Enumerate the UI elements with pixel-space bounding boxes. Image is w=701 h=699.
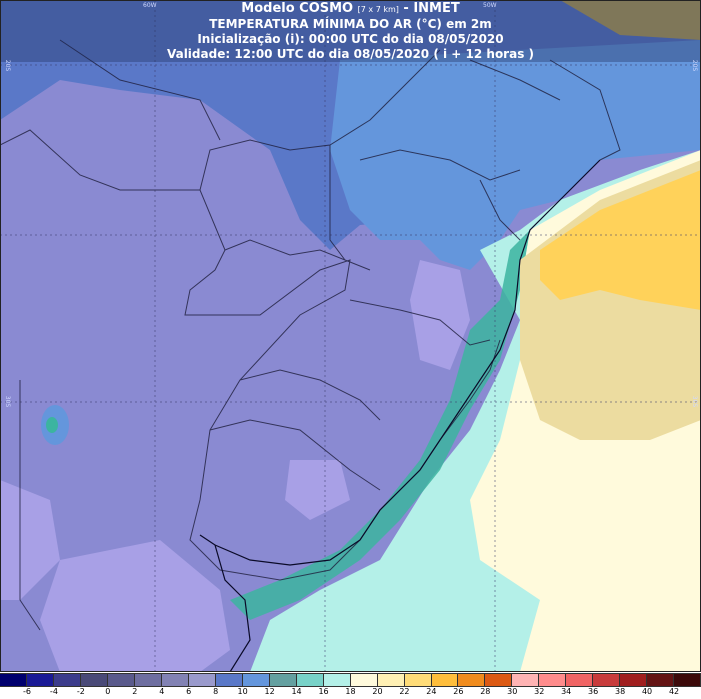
cold-patch-3: [40, 540, 230, 672]
color-legend: -6 -4 -2 0 2 4 6 8 10 12 14 16 18 20 22 24 26 28 30 32 34 36 3…: [0, 673, 701, 699]
warmest-ocean-gold: [540, 170, 701, 310]
coastline: [199, 159, 601, 566]
legend-swatch: [512, 674, 540, 686]
legend-swatch: [0, 674, 27, 686]
model-resolution: [7 x 7 km]: [357, 5, 399, 14]
legend-swatch: [539, 674, 567, 686]
legend-tick-label: -2: [76, 687, 85, 696]
legend-swatch: [593, 674, 621, 686]
legend-tick-label: 30: [507, 687, 518, 696]
legend-tick-label: 40: [641, 687, 653, 696]
model-name: Modelo COSMO: [241, 1, 354, 16]
header-band: [0, 0, 701, 62]
legend-tick-label: 32: [534, 687, 545, 696]
legend-swatch: [647, 674, 675, 686]
cold-patch-1: [410, 260, 470, 370]
legend-tick-label: 10: [237, 687, 248, 696]
blob-teal: [46, 417, 58, 433]
legend-tick-label: 22: [399, 687, 410, 696]
legend-tick-label: 8: [213, 687, 219, 696]
legend-swatch: [188, 674, 216, 686]
legend-swatch: [377, 674, 405, 686]
legend-swatch: [458, 674, 486, 686]
legend-swatch: [485, 674, 513, 686]
legend-swatches: [0, 673, 701, 687]
legend-tick-label: -6: [22, 687, 31, 696]
legend-swatch: [620, 674, 648, 686]
legend-tick-label: 6: [186, 687, 192, 696]
legend-tick-label: 20: [372, 687, 383, 696]
legend-swatch: [296, 674, 324, 686]
warm-land-olive: [560, 0, 701, 40]
legend-swatch: [80, 674, 108, 686]
legend-swatch: [674, 674, 701, 686]
legend-swatch: [242, 674, 270, 686]
legend-tick-label: 24: [426, 687, 437, 696]
valid-time: Validade: 12:00 UTC do dia 08/05/2020 ( …: [166, 47, 535, 61]
legend-swatch: [350, 674, 378, 686]
legend-tick-label: 18: [345, 687, 356, 696]
map-canvas: [0, 0, 701, 672]
legend-swatch: [566, 674, 594, 686]
legend-swatch: [431, 674, 459, 686]
legend-tick-label: 42: [668, 687, 680, 696]
central-blue-field: [330, 40, 700, 270]
header-title-line: Modelo COSMO [7 x 7 km] - INMET: [0, 0, 701, 17]
legend-swatch: [215, 674, 243, 686]
legend-swatch: [269, 674, 297, 686]
legend-tick-label: 16: [318, 687, 329, 696]
lon-label-50w: 50W: [483, 2, 497, 9]
map-header: Modelo COSMO [7 x 7 km] - INMET TEMPERAT…: [0, 0, 701, 62]
legend-tick-label: 0: [105, 687, 111, 696]
lat-label-30s-left: 30S: [4, 395, 12, 408]
legend-swatch: [323, 674, 351, 686]
legend-swatch: [404, 674, 432, 686]
legend-swatch: [107, 674, 135, 686]
temperature-map: 60W 50W 20S 20S 30S 30S Modelo COSMO [7 …: [0, 0, 701, 672]
legend-tick-label: 14: [291, 687, 302, 696]
legend-labels: -6 -4 -2 0 2 4 6 8 10 12 14 16 18 20 22 24 26 28 30 32 34 36 3…: [0, 687, 701, 699]
graticule: [0, 0, 701, 672]
lon-label-60w: 60W: [143, 2, 157, 9]
legend-tick-label: 38: [615, 687, 626, 696]
legend-swatch: [53, 674, 81, 686]
legend-tick-label: -4: [49, 687, 58, 696]
coastline-south: [214, 544, 251, 672]
legend-tick-label: 4: [159, 687, 165, 696]
variable-title: TEMPERATURA MÍNIMA DO AR (°C) em 2m: [209, 17, 492, 31]
legend-tick-label: 28: [480, 687, 491, 696]
legend-tick-label: 12: [264, 687, 275, 696]
cold-patch-4: [0, 480, 60, 600]
legend-tick-label: 2: [132, 687, 138, 696]
legend-swatch: [134, 674, 162, 686]
model-source: - INMET: [403, 1, 460, 16]
legend-tick-label: 34: [561, 687, 572, 696]
lat-label-30s-right: 30S: [691, 395, 699, 408]
legend-tick-label: 36: [588, 687, 599, 696]
cold-patch-2: [285, 460, 350, 520]
legend-tick-label: 26: [453, 687, 464, 696]
legend-swatch: [26, 674, 54, 686]
legend-swatch: [161, 674, 189, 686]
init-time: Inicialização (i): 00:00 UTC do dia 08/0…: [197, 32, 504, 46]
